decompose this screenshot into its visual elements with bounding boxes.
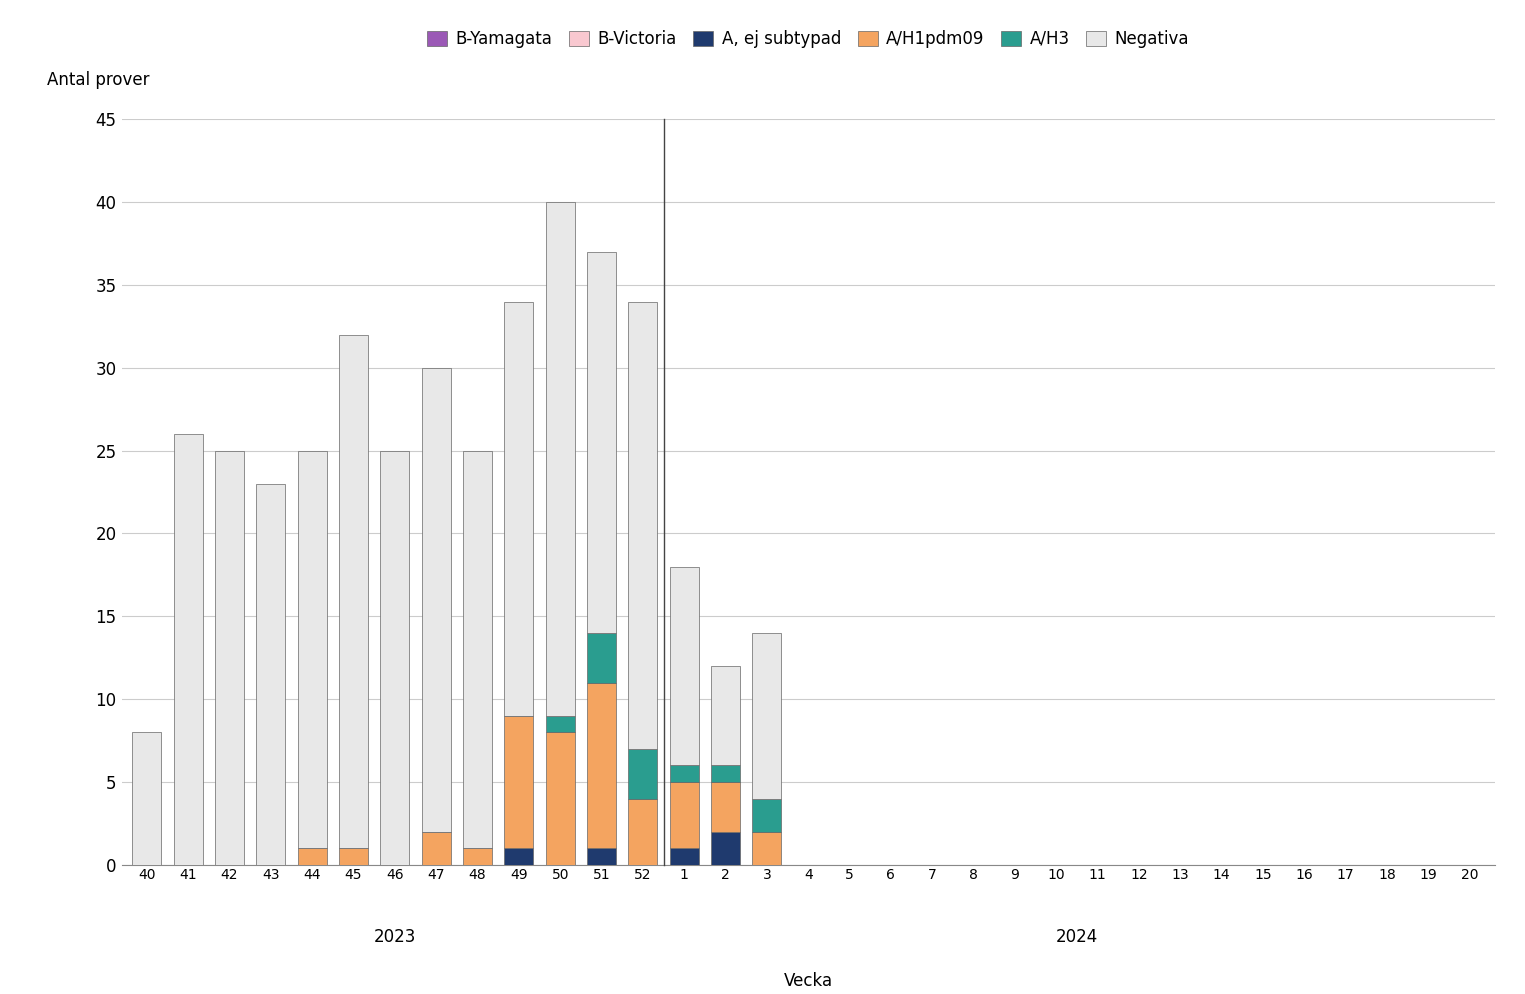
Text: Vecka: Vecka	[784, 972, 833, 990]
Bar	[711, 666, 740, 765]
Bar	[587, 683, 616, 848]
Bar	[711, 832, 740, 865]
Bar	[422, 368, 451, 832]
Bar	[464, 848, 493, 865]
Bar	[297, 848, 326, 865]
Bar	[669, 765, 698, 782]
Bar	[339, 335, 368, 848]
Bar	[297, 450, 326, 848]
Text: Antal prover: Antal prover	[47, 72, 149, 89]
Bar	[464, 450, 493, 848]
Bar	[587, 633, 616, 683]
Bar	[628, 748, 657, 798]
Bar	[669, 782, 698, 848]
Text: 2024: 2024	[1055, 927, 1098, 945]
Bar	[505, 301, 534, 716]
Bar	[174, 434, 203, 865]
Bar	[628, 798, 657, 865]
Bar	[380, 450, 409, 865]
Bar	[546, 733, 575, 865]
Text: 2023: 2023	[374, 927, 416, 945]
Bar	[711, 765, 740, 782]
Bar	[215, 450, 244, 865]
Bar	[669, 848, 698, 865]
Bar	[669, 567, 698, 765]
Bar	[546, 202, 575, 716]
Bar	[628, 301, 657, 748]
Bar	[752, 832, 781, 865]
Bar	[422, 832, 451, 865]
Bar	[256, 484, 285, 865]
Bar	[133, 733, 162, 865]
Legend: B-Yamagata, B-Victoria, A, ej subtypad, A/H1pdm09, A/H3, Negativa: B-Yamagata, B-Victoria, A, ej subtypad, …	[421, 23, 1196, 55]
Bar	[546, 716, 575, 733]
Bar	[505, 848, 534, 865]
Bar	[752, 798, 781, 832]
Bar	[587, 848, 616, 865]
Bar	[339, 848, 368, 865]
Bar	[711, 782, 740, 832]
Bar	[505, 716, 534, 848]
Bar	[752, 633, 781, 798]
Bar	[587, 251, 616, 633]
